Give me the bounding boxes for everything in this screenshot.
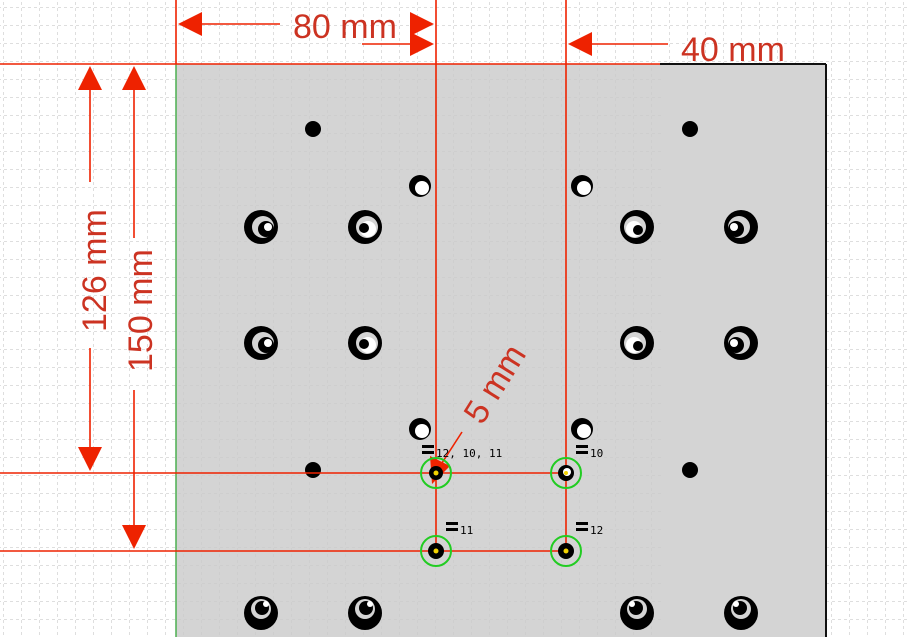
large-hole: [724, 326, 758, 360]
small-hole: [305, 462, 321, 478]
large-hole: [348, 210, 382, 244]
small-hole: [682, 121, 698, 137]
selected-point: [420, 457, 452, 489]
equal-constraint-icon: [422, 445, 434, 454]
equal-constraint-icon: [576, 445, 588, 454]
dim-label-80[interactable]: 80 mm: [293, 8, 397, 46]
dimension-lines[interactable]: [0, 0, 668, 552]
constraint-label-bottom-right: 12: [590, 524, 603, 537]
small-holes: [305, 121, 698, 478]
arrow-40: [568, 32, 592, 56]
large-hole: [244, 596, 278, 630]
arrow-150-top: [122, 66, 146, 90]
equal-constraint-icon: [446, 522, 458, 531]
arrow-80-left: [178, 12, 202, 36]
dim-label-126[interactable]: 126 mm: [76, 209, 114, 332]
large-hole: [724, 210, 758, 244]
dim-label-150[interactable]: 150 mm: [122, 249, 160, 372]
selected-point: [550, 457, 582, 489]
constraint-label-bottom-left: 11: [460, 524, 473, 537]
large-hole: [724, 596, 758, 630]
small-hole: [682, 462, 698, 478]
arrow-80-right: [410, 32, 434, 56]
dimension-arrows: [78, 12, 592, 549]
large-hole: [620, 210, 654, 244]
large-hole: [620, 596, 654, 630]
selected-points[interactable]: [420, 457, 582, 567]
selected-point: [550, 535, 582, 567]
large-hole: [348, 596, 382, 630]
arrow-126-bottom: [78, 447, 102, 471]
large-hole: [244, 326, 278, 360]
small-hole: [305, 121, 321, 137]
large-hole: [348, 326, 382, 360]
constraint-label-top-right: 10: [590, 447, 603, 460]
medium-holes: [409, 175, 593, 440]
medium-hole: [409, 418, 431, 440]
large-hole: [244, 210, 278, 244]
large-holes: [244, 210, 758, 630]
equal-constraint-icon: [576, 522, 588, 531]
medium-hole: [571, 175, 593, 197]
selected-point: [420, 535, 452, 567]
constraint-label-top-left: 12, 10, 11: [436, 447, 502, 460]
arrow-150-bottom: [122, 525, 146, 549]
constraint-markers[interactable]: 12, 10, 11 10 11 12: [422, 445, 603, 537]
medium-hole: [409, 175, 431, 197]
arrow-80-right-top: [410, 12, 434, 36]
large-hole: [620, 326, 654, 360]
arrow-126-top: [78, 66, 102, 90]
medium-hole: [571, 418, 593, 440]
dim-label-40[interactable]: 40 mm: [681, 31, 785, 69]
